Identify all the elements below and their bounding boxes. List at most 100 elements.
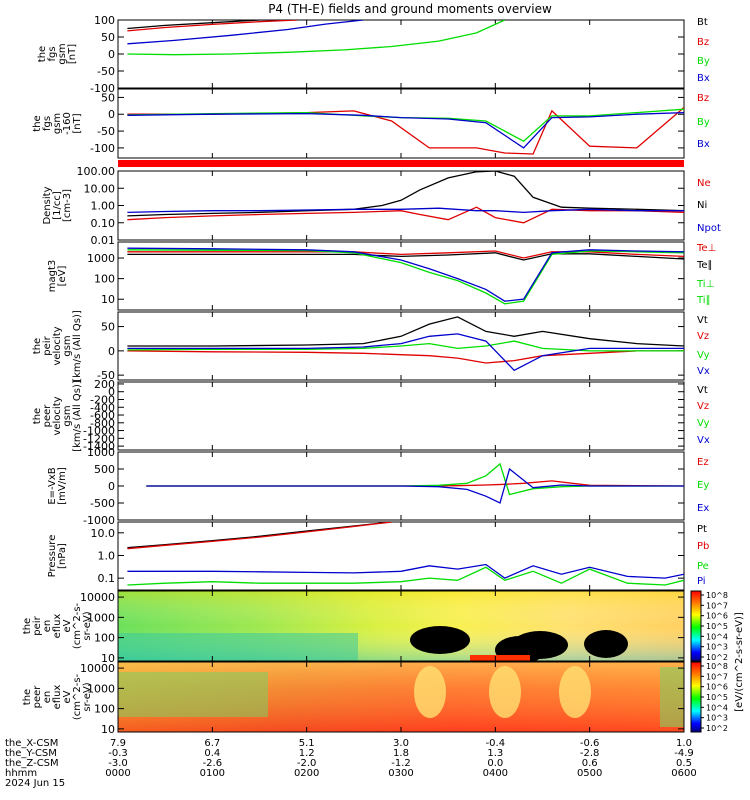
spectrogram-blob: [410, 626, 470, 654]
y-axis-label: [cm-3]: [62, 189, 73, 222]
y-axis-label: velocity: [52, 326, 63, 365]
colorbar-tick-label: 10^8: [706, 662, 728, 671]
y-axis-label: the: [37, 46, 48, 62]
colorbar-tick-label: 10^2: [706, 653, 728, 662]
x-row-label: the_X-CSM: [5, 738, 58, 749]
legend-entry: Pi: [697, 576, 706, 587]
legend-entry: Vx: [697, 435, 710, 446]
spectrogram-blob: [559, 666, 591, 718]
y-axis-label: peir: [42, 335, 53, 355]
x-tick-label: 5.1: [299, 738, 315, 749]
panel-frame: [117, 170, 685, 241]
x-tick-label: 0.0: [487, 758, 503, 769]
series-line: [127, 108, 684, 142]
legend-entry: Ni: [697, 200, 707, 211]
colorbar-tick-label: 10^6: [706, 612, 728, 621]
legend-entry: Bz: [697, 37, 709, 48]
spectrogram-band: [118, 633, 358, 661]
y-axis-label: gsm: [62, 335, 73, 356]
legend-entry: Npot: [697, 223, 721, 234]
colorbar-tick-label: 10^7: [706, 672, 728, 681]
panel-frame: [117, 521, 685, 591]
colorbar-tick-label: 10^8: [706, 591, 728, 600]
y-axis-label: the: [22, 689, 33, 705]
y-tick-label: -1000: [83, 425, 115, 438]
y-axis-label: E=-VxB: [47, 467, 58, 504]
series-group: [127, 171, 684, 224]
x-tick-label: -2.0: [297, 758, 317, 769]
y-tick-label: -500: [90, 497, 115, 510]
x-row-label: hhmm: [5, 768, 37, 779]
y-tick-label: 0.10: [91, 217, 116, 230]
legend-entry: Pb: [697, 541, 709, 552]
y-axis-label: magt3: [47, 260, 58, 293]
colorbar-tick-label: 10^4: [706, 632, 728, 641]
y-tick-label: 0: [108, 108, 115, 121]
y-tick-label: 10.0: [91, 527, 116, 540]
y-axis-label: peer: [32, 685, 43, 709]
y-tick-label: 0: [108, 48, 115, 61]
series-group: [127, 522, 684, 586]
y-tick-label: 0: [108, 480, 115, 493]
y-tick-label: 10000: [80, 591, 115, 604]
x-tick-label: -2.6: [203, 758, 223, 769]
y-tick-label: -1400: [83, 440, 115, 453]
y-tick-label: 0.1: [98, 572, 116, 585]
x-tick-label: 0000: [105, 768, 130, 779]
y-axis-label: eV: [62, 619, 73, 632]
y-tick-label: -50: [97, 369, 115, 382]
y-axis-label: [1/cc]: [52, 191, 63, 220]
x-tick-label: 6.7: [204, 738, 220, 749]
y-axis-label: fgs: [42, 116, 53, 131]
legend-entry: Ez: [697, 457, 709, 468]
y-axis-label: gsm: [52, 113, 63, 134]
series-line: [127, 20, 298, 32]
panel-frame: [117, 381, 685, 451]
colorbar-tick-label: 10^5: [706, 622, 728, 631]
series-line: [127, 171, 684, 217]
series-line: [127, 522, 392, 550]
x-tick-label: 0400: [483, 768, 508, 779]
y-tick-label: -50: [97, 65, 115, 78]
panel: 100 50 0 -50 -100 the fgs gsm [nT] Bt Bz By Bx: [37, 14, 710, 95]
y-tick-label: 1000: [87, 682, 115, 695]
colorbar: 10^810^710^610^510^410^310^210^810^710^6…: [690, 590, 745, 733]
y-tick-label: -100: [90, 142, 115, 155]
x-tick-label: 1.3: [487, 748, 503, 759]
y-tick-label: -1000: [83, 514, 115, 527]
panel: 1000 500 0 -500 -1000 E=-VxB [mV/m] Ez Ey Ex: [47, 446, 709, 527]
legend-entry: Pe: [697, 561, 709, 572]
y-tick-label: -100: [90, 82, 115, 95]
y-axis-label: sr-eV): [82, 682, 93, 711]
x-tick-label: 3.0: [393, 738, 409, 749]
legend-entry: Te∥: [696, 260, 713, 271]
y-axis-label: [km/s (All Qs)]: [72, 380, 83, 452]
colorbar-lower: [690, 661, 702, 733]
y-tick-label: 50: [101, 321, 115, 334]
legend-entry: Bz: [697, 93, 709, 104]
colorbar-upper: [690, 590, 702, 662]
x-tick-label: 0200: [294, 768, 319, 779]
y-tick-label: 0: [108, 345, 115, 358]
legend-entry: Ex: [697, 503, 709, 514]
legend-entry: By: [697, 117, 710, 128]
y-tick-label: -600: [90, 409, 115, 422]
x-tick-label: -3.0: [108, 758, 128, 769]
panel: 50 0 -50 the peir velocity gsm [km/s (All Qs)] V…: [32, 310, 710, 382]
spectrogram-blob: [512, 631, 568, 659]
y-tick-label: 10000: [80, 662, 115, 675]
legend-entry: Ey: [697, 480, 709, 491]
y-tick-label: 100: [94, 632, 115, 645]
series-line: [127, 20, 364, 45]
colorbar-tick-label: 10^7: [706, 601, 728, 610]
y-axis-label: (cm^2-s-: [72, 602, 83, 649]
y-tick-label: -1200: [83, 432, 115, 445]
legend-entry: Ne: [697, 178, 711, 189]
colorbar-tick-label: 10^6: [706, 683, 728, 692]
y-axis-label: gsm: [57, 43, 68, 64]
x-tick-label: 1.2: [299, 748, 315, 759]
x-tick-label: 0500: [577, 768, 602, 779]
legend-entry: By: [697, 56, 710, 67]
